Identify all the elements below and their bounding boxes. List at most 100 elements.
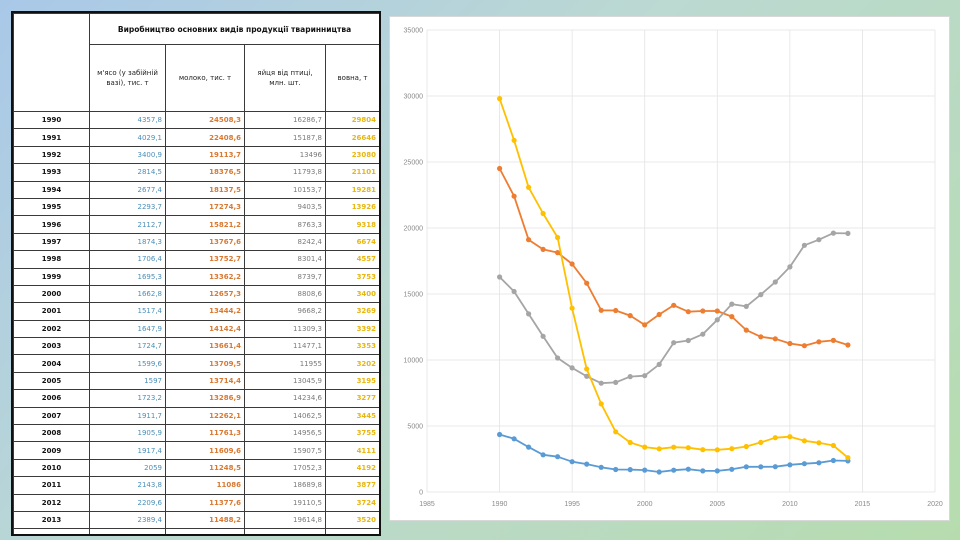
cell-milk: 13286,9: [165, 389, 245, 408]
data-point-meat: [758, 464, 764, 470]
table-row: 1993 2814,5 18376,5 11793,8 21101: [13, 163, 379, 182]
row-year: 1998: [13, 250, 90, 269]
data-point-milk: [555, 250, 561, 256]
data-point-eggs: [526, 311, 532, 317]
row-year: 1997: [13, 232, 90, 252]
row-year: 2014: [13, 528, 90, 534]
table-row: 2011 2143,8 11086 18689,8 3877: [13, 476, 379, 495]
data-point-milk: [787, 340, 793, 347]
data-point-eggs: [685, 337, 691, 344]
data-point-meat: [642, 467, 648, 473]
production-table: Виробництво основних видів продукції тва…: [13, 13, 379, 534]
data-point-milk: [627, 313, 633, 319]
data-point-eggs: [656, 361, 662, 367]
data-point-meat: [526, 444, 532, 450]
data-point-eggs: [772, 279, 778, 285]
cell-milk: 12262,1: [165, 406, 245, 426]
chart-axes: 0 5000 10000 15000 20000 25000 30000 35000 1985 1…: [404, 28, 943, 509]
data-point-eggs: [801, 242, 807, 248]
cell-eggs: 13045,9: [244, 371, 326, 391]
line-chart-panel: 0 5000 10000 15000 20000 25000 30000 35000 1985 1…: [389, 16, 950, 521]
data-point-eggs: [830, 230, 836, 236]
cell-wool: 3877: [324, 476, 379, 495]
data-point-wool: [526, 184, 532, 190]
row-year: 2010: [13, 458, 90, 478]
column-header-meat: м'ясо (у забійній вазі), тис. т: [89, 44, 166, 112]
data-point-meat: [671, 467, 677, 473]
cell-wool: 3277: [324, 389, 379, 408]
cell-meat: 4357,8: [89, 110, 166, 130]
cell-wool: 23080: [324, 145, 379, 165]
cell-wool: 3353: [324, 337, 379, 356]
row-year: 2005: [13, 371, 90, 391]
data-point-milk: [801, 343, 807, 349]
data-point-milk: [772, 336, 778, 342]
cell-meat: 2814,5: [89, 163, 166, 182]
row-year: 1992: [13, 145, 90, 165]
table-row: 1994 2677,4 18137,5 10153,7 19281: [13, 180, 379, 199]
data-point-milk: [830, 337, 836, 343]
data-point-milk: [685, 309, 691, 315]
series-line-wool: [498, 98, 849, 459]
data-point-eggs: [511, 288, 517, 295]
column-header-milk: молоко, тис. т: [165, 44, 245, 112]
x-tick-label: 2015: [855, 501, 871, 508]
data-point-milk: [700, 308, 706, 314]
data-point-wool: [613, 429, 619, 435]
cell-milk: 13709,5: [165, 354, 245, 373]
row-year: 1999: [13, 267, 90, 286]
data-point-meat: [627, 467, 633, 473]
cell-wool: 3392: [324, 319, 379, 339]
data-point-meat: [729, 466, 735, 472]
cell-eggs: 8739,7: [244, 267, 326, 286]
table-row: 1992 3400,9 19113,7 13496 23080: [13, 145, 379, 165]
data-point-meat: [511, 436, 517, 442]
cell-wool: 3269: [324, 302, 379, 321]
cell-eggs: 9668,2: [244, 302, 326, 321]
row-year: 2003: [13, 337, 90, 356]
row-year: 1991: [13, 128, 90, 147]
data-point-wool: [540, 210, 546, 217]
data-point-milk: [511, 193, 517, 199]
data-point-eggs: [613, 379, 619, 385]
data-point-milk: [598, 307, 604, 313]
cell-milk: 17274,3: [165, 197, 245, 217]
data-point-milk: [569, 261, 575, 267]
cell-meat: 2209,6: [89, 493, 166, 512]
x-tick-label: 2020: [927, 501, 943, 508]
table-row: 1995 2293,7 17274,3 9403,5 13926: [13, 197, 379, 217]
table-row: 1997 1874,3 13767,6 8242,4 6674: [13, 232, 379, 252]
row-year: 1996: [13, 215, 90, 234]
table-row: 2010 2059 11248,5 17052,3 4192: [13, 458, 379, 478]
data-point-wool: [511, 137, 517, 143]
data-point-meat: [816, 460, 822, 466]
cell-meat: 1723,2: [89, 389, 166, 408]
cell-eggs: 8301,4: [244, 250, 326, 269]
y-tick-label: 20000: [404, 226, 424, 233]
data-point-milk: [729, 314, 735, 320]
cell-meat: 1662,8: [89, 284, 166, 304]
data-point-wool: [671, 444, 677, 450]
row-year: 2013: [13, 510, 90, 530]
x-tick-label: 2000: [637, 501, 653, 508]
data-point-milk: [584, 280, 590, 286]
cell-meat: 1695,3: [89, 267, 166, 286]
cell-eggs: 14234,6: [244, 389, 326, 408]
cell-wool: 3202: [324, 354, 379, 373]
cell-meat: 3400,9: [89, 145, 166, 165]
data-point-wool: [685, 445, 691, 451]
data-point-eggs: [816, 237, 822, 243]
data-point-milk: [497, 165, 503, 172]
data-point-eggs: [555, 355, 561, 361]
column-header-wool: вовна, т: [324, 44, 379, 112]
cell-wool: 3520: [324, 510, 379, 530]
data-point-eggs: [584, 373, 590, 379]
cell-meat: 1917,4: [89, 441, 166, 460]
data-point-wool: [743, 443, 749, 450]
row-year: 2012: [13, 493, 90, 512]
row-year: 2007: [13, 406, 90, 426]
table-row: 2003 1724,7 13661,4 11477,1 3353: [13, 337, 379, 356]
y-tick-label: 30000: [404, 94, 424, 101]
cell-milk: 11609,6: [165, 441, 245, 460]
data-point-wool: [772, 435, 778, 441]
